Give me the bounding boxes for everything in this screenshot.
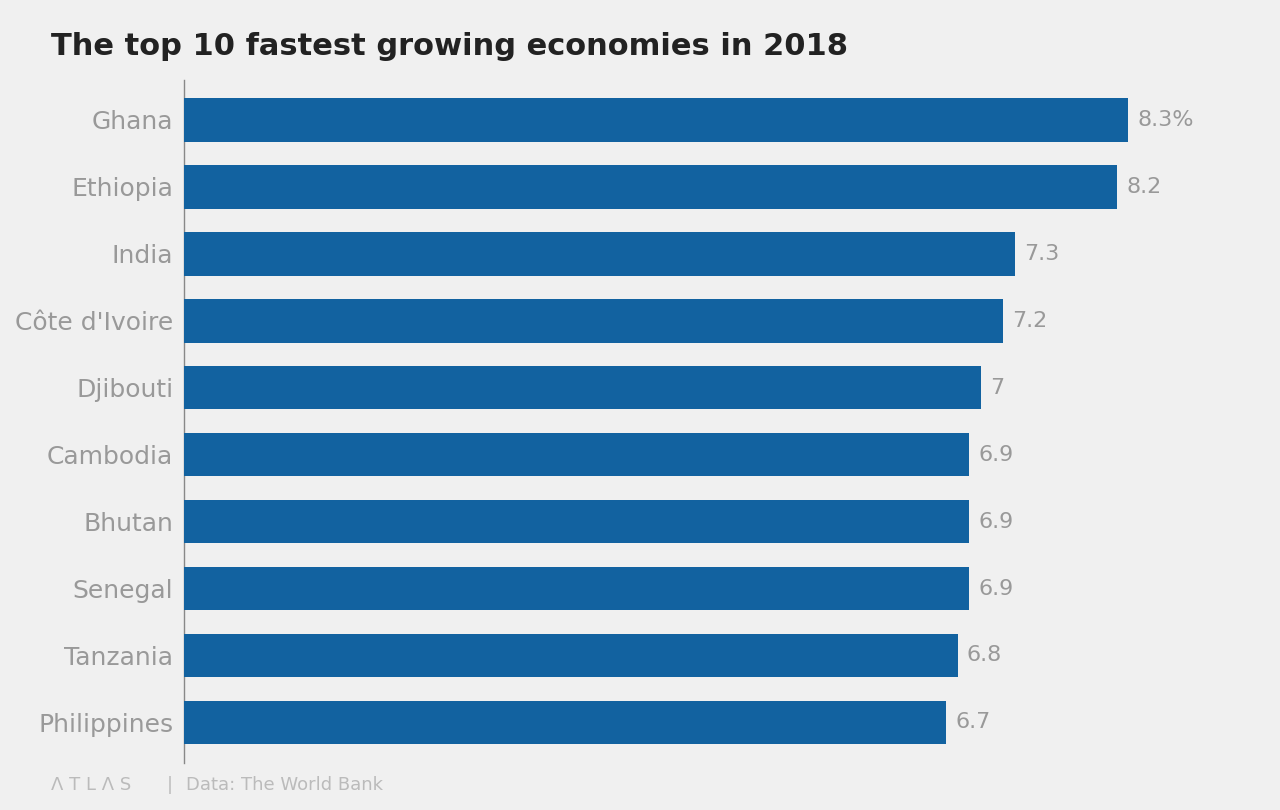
- Text: 8.3%: 8.3%: [1138, 110, 1194, 130]
- Text: 8.2: 8.2: [1126, 177, 1161, 197]
- Bar: [184, 299, 1004, 343]
- Text: 7: 7: [989, 377, 1004, 398]
- Bar: [184, 633, 957, 677]
- Bar: [184, 701, 946, 744]
- Text: Data: The World Bank: Data: The World Bank: [186, 776, 383, 794]
- Text: Λ T L Λ S: Λ T L Λ S: [51, 776, 132, 794]
- Text: 7.2: 7.2: [1012, 311, 1048, 330]
- Text: 6.9: 6.9: [978, 512, 1014, 531]
- Bar: [184, 433, 969, 476]
- Text: 6.9: 6.9: [978, 445, 1014, 465]
- Text: Real GDP growth at market prices: Real GDP growth at market prices: [270, 101, 744, 130]
- Text: 6.8: 6.8: [966, 646, 1002, 666]
- Bar: [184, 98, 1129, 142]
- Bar: [184, 165, 1117, 209]
- Text: 6.7: 6.7: [956, 713, 991, 732]
- Text: The top 10 fastest growing economies in 2018: The top 10 fastest growing economies in …: [51, 32, 849, 62]
- Text: 6.9: 6.9: [978, 578, 1014, 599]
- Text: 7.3: 7.3: [1024, 244, 1059, 264]
- Bar: [184, 500, 969, 544]
- Bar: [184, 366, 980, 410]
- Bar: [184, 232, 1015, 275]
- Bar: [184, 567, 969, 610]
- Text: |: |: [166, 776, 173, 794]
